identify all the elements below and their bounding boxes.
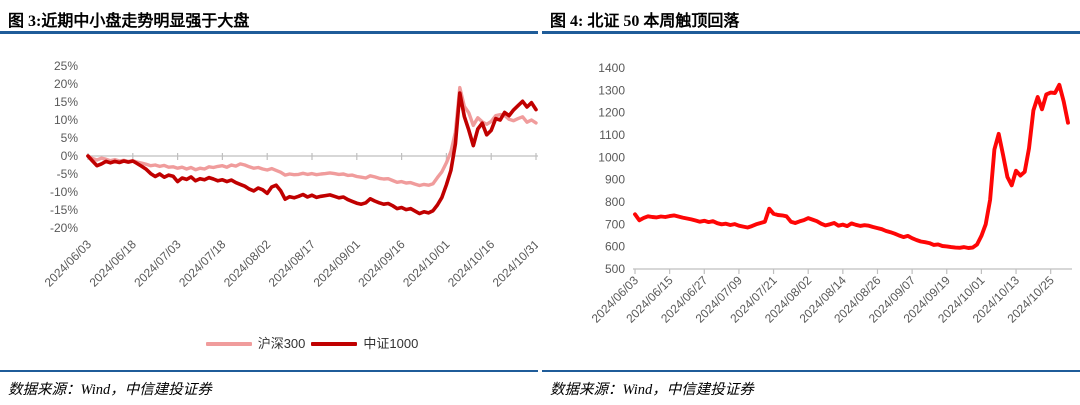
svg-text:2024/08/17: 2024/08/17 [266,237,319,290]
svg-text:2024/06/03: 2024/06/03 [42,237,95,290]
svg-text:500: 500 [605,262,625,276]
svg-text:1400: 1400 [598,61,625,75]
figure-4-panel: 图 4: 北证 50 本周触顶回落 1400 1300 1200 1100 1000 90… [542,0,1080,405]
figure-4-title: 图 4: 北证 50 本周触顶回落 [550,13,740,30]
figure-3-legend: 沪深300 中证1000 [88,336,536,352]
svg-text:2024/10/31: 2024/10/31 [490,237,538,290]
figure-3-title-underline [0,31,538,34]
svg-text:1100: 1100 [599,128,625,142]
figure-3-footer-rule [0,370,538,372]
svg-text:1200: 1200 [598,106,625,120]
svg-text:-15%: -15% [50,203,78,217]
csi300-vs-csi1000-line-chart: 25% 20% 15% 10% 5% 0% -5% -10% -15% -20% 2024/06/0… [42,59,538,290]
svg-text:2024/09/01: 2024/09/01 [311,237,364,290]
csi300-legend-swatch [205,342,252,346]
svg-text:600: 600 [605,240,625,254]
csi300-legend-label: 沪深300 [257,336,306,351]
figure-4-footer-rule [542,370,1080,372]
svg-text:2024/08/02: 2024/08/02 [221,237,274,290]
svg-text:1300: 1300 [598,83,625,97]
svg-text:2024/10/01: 2024/10/01 [400,237,453,290]
figure-4-title-underline [542,31,1080,34]
bse50-line-chart: 140013001200110010009008007006005002024/… [589,61,1072,326]
svg-text:0%: 0% [61,149,79,163]
svg-text:-10%: -10% [50,185,78,199]
svg-text:5%: 5% [61,131,79,145]
svg-text:2024/09/16: 2024/09/16 [355,237,408,290]
figure-3-data-source: 数据来源：Wind，中信建投证券 [8,382,212,398]
svg-text:2024/10/16: 2024/10/16 [445,237,498,290]
figure-3-panel: 图 3:近期中小盘走势明显强于大盘 25% 20% 15% 10% 5% 0% -5% -10… [0,0,538,405]
svg-text:1000: 1000 [598,150,625,164]
svg-text:20%: 20% [54,77,78,91]
svg-text:2024/06/18: 2024/06/18 [87,237,140,290]
svg-text:-5%: -5% [57,167,79,181]
svg-text:800: 800 [605,195,625,209]
figure-3-title: 图 3:近期中小盘走势明显强于大盘 [8,13,250,30]
svg-text:15%: 15% [54,95,78,109]
svg-text:900: 900 [605,173,625,187]
svg-text:2024/07/18: 2024/07/18 [176,237,229,290]
svg-text:2024/07/03: 2024/07/03 [131,237,184,290]
svg-text:700: 700 [605,217,625,231]
csi1000-legend-swatch [311,342,358,346]
svg-text:-20%: -20% [50,221,78,235]
svg-text:25%: 25% [54,59,78,73]
svg-text:10%: 10% [54,113,78,127]
csi1000-legend-label: 中证1000 [363,336,419,351]
figure-4-data-source: 数据来源：Wind，中信建投证券 [550,382,754,398]
